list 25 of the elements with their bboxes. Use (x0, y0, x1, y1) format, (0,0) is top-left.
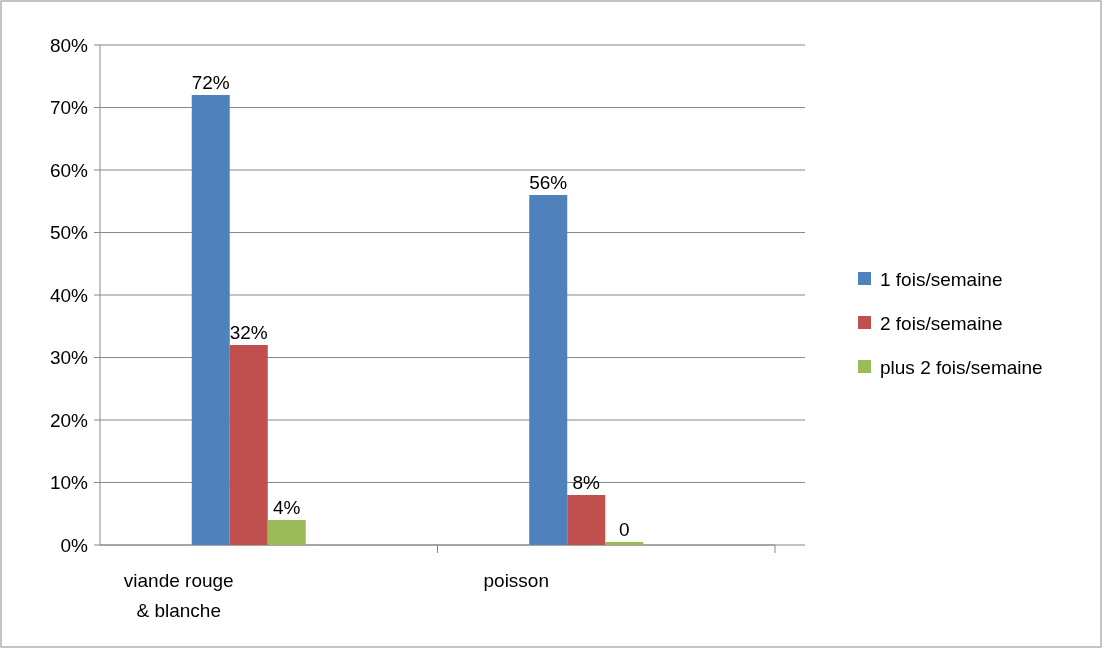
legend-label: 1 fois/semaine (880, 268, 1003, 290)
data-label: 8% (572, 472, 601, 493)
legend-label: 2 fois/semaine (880, 312, 1003, 334)
y-tick-label: 10% (49, 472, 89, 494)
y-tick-label: 80% (49, 34, 89, 56)
y-tick-label: 30% (49, 347, 89, 369)
data-label: 72% (191, 72, 230, 93)
y-tick-label: 40% (49, 284, 89, 306)
y-tick-label: 20% (49, 409, 89, 431)
y-tick-label: 50% (49, 222, 89, 244)
y-tick-label: 60% (49, 159, 89, 181)
data-label: 32% (229, 322, 268, 343)
y-tick-label: 70% (49, 97, 89, 119)
data-label: 0 (618, 519, 630, 540)
x-tick-label: viande rouge & blanche (123, 570, 234, 621)
x-tick-label: poisson (483, 570, 549, 591)
y-tick-label: 0% (60, 534, 89, 556)
bar (191, 95, 230, 545)
data-label: 4% (273, 497, 301, 518)
bar (267, 520, 306, 545)
bar (229, 345, 268, 545)
bar (529, 195, 568, 545)
data-label: 56% (529, 172, 568, 193)
legend-label: plus 2 fois/semaine (880, 356, 1043, 378)
bar (567, 495, 606, 545)
